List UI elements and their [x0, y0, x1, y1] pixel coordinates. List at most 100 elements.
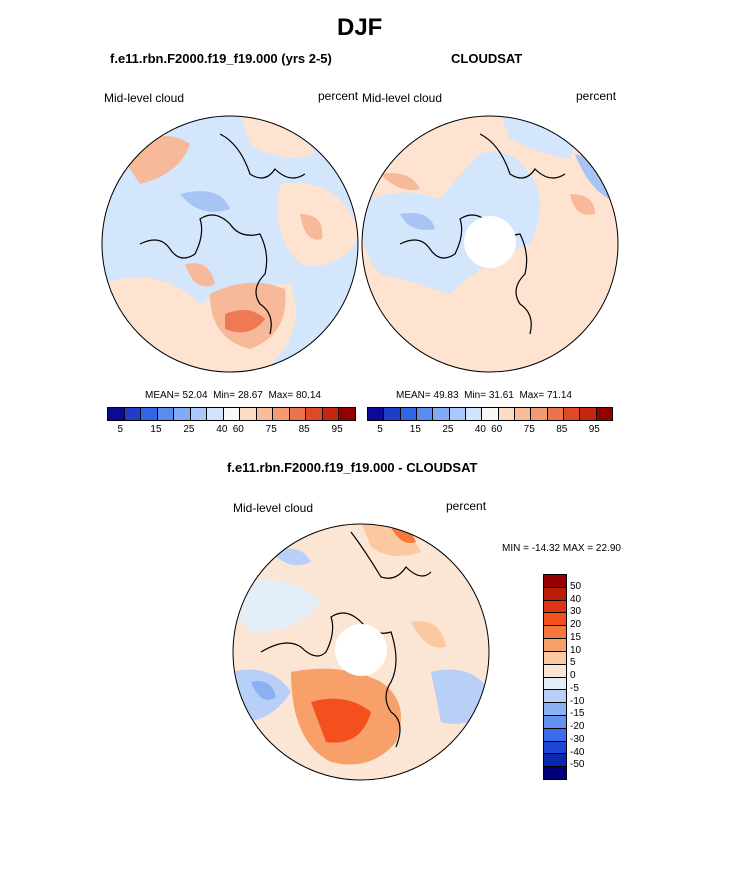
colorbar-swatch [544, 587, 566, 601]
colorbar-tick-label: 40 [570, 593, 582, 605]
colorbar-swatch [273, 408, 290, 420]
cloud-region [233, 579, 321, 632]
colorbar-swatch [531, 408, 548, 420]
cloud-region [251, 681, 276, 700]
colorbar-tick-label: 40 [216, 424, 228, 435]
colorbar-swatch [306, 408, 323, 420]
model-panel-title: f.e11.rbn.F2000.f19_f19.000 (yrs 2-5) [110, 51, 332, 66]
obs-colorbar-ticks: 5 15 25 40 60 75 85 95 [367, 424, 611, 436]
colorbar-tick-label: -20 [570, 721, 585, 732]
colorbar-swatch [368, 408, 385, 420]
colorbar-tick-label: 50 [570, 580, 582, 592]
cloud-region [570, 194, 595, 215]
diff-units-label: percent [446, 499, 487, 513]
colorbar-swatch [141, 408, 158, 420]
colorbar-tick-label: 0 [570, 670, 576, 681]
colorbar-tick-label: 95 [588, 424, 600, 435]
coastline [479, 133, 566, 179]
colorbar-tick-label: 60 [232, 424, 244, 435]
colorbar-swatch [547, 408, 564, 420]
colorbar-swatch [384, 408, 401, 420]
colorbar-swatch [433, 408, 450, 420]
colorbar-swatch [544, 651, 566, 665]
colorbar-tick-label: 15 [150, 424, 162, 435]
colorbar-swatch [544, 767, 566, 779]
colorbar-tick-label: 85 [298, 424, 310, 435]
colorbar-tick-label: 5 [570, 657, 576, 669]
cloud-region [180, 191, 230, 212]
obs-units-label: percent [576, 89, 617, 103]
colorbar-swatch [544, 741, 566, 755]
colorbar-tick-label: 95 [331, 424, 343, 435]
colorbar-tick-label: 25 [183, 424, 195, 435]
colorbar-swatch [544, 600, 566, 614]
diff-polar-map [232, 523, 490, 781]
cloud-region [311, 698, 371, 743]
colorbar-swatch [544, 613, 566, 627]
obs-variable-label: Mid-level cloud [362, 91, 443, 105]
colorbar-swatch [544, 664, 566, 678]
colorbar-swatch [544, 754, 566, 768]
colorbar-swatch [157, 408, 175, 420]
diff-panel-title: f.e11.rbn.F2000.f19_f19.000 - CLOUDSAT [227, 460, 478, 475]
colorbar-tick-label: 75 [265, 424, 277, 435]
colorbar-tick-label: 25 [442, 424, 454, 435]
colorbar-tick-label: -15 [570, 708, 585, 720]
cloud-region [411, 621, 446, 648]
colorbar-swatch [289, 408, 307, 420]
colorbar-swatch [544, 728, 566, 742]
colorbar-tick-label: 5 [117, 424, 124, 435]
colorbar-swatch [465, 408, 483, 420]
colorbar-tick-label: 75 [523, 424, 535, 435]
diff-colorbar [543, 574, 567, 780]
model-stats: MEAN= 52.04 Min= 28.67 Max= 80.14 [145, 390, 321, 401]
colorbar-tick-label: 15 [409, 424, 421, 435]
colorbar-swatch [563, 408, 581, 420]
model-variable-label: Mid-level cloud [104, 91, 185, 105]
colorbar-swatch [544, 690, 566, 704]
colorbar-swatch [339, 408, 355, 420]
colorbar-swatch [449, 408, 466, 420]
colorbar-swatch [596, 408, 612, 420]
colorbar-swatch [124, 408, 142, 420]
model-units-label: percent [318, 89, 359, 103]
coastline [350, 531, 432, 579]
colorbar-tick-label: 40 [474, 424, 486, 435]
cloud-region [185, 263, 215, 287]
colorbar-swatch [108, 408, 125, 420]
obs-stats: MEAN= 49.83 Min= 31.61 Max= 71.14 [396, 390, 572, 401]
cloud-region [300, 214, 323, 240]
colorbar-tick-label: 15 [570, 631, 582, 643]
cloud-region [361, 524, 421, 556]
diff-colorbar-ticks: 50 40 30 20 15 10 5 0 -5 -10 -15 -20 -30 -40 -50 [570, 574, 610, 778]
colorbar-tick-label: -50 [570, 759, 585, 771]
model-polar-map [101, 115, 359, 373]
colorbar-swatch [544, 677, 566, 691]
cloud-region [400, 213, 435, 230]
model-colorbar [107, 407, 356, 421]
colorbar-tick-label: -30 [570, 733, 585, 745]
coastline [260, 612, 401, 748]
colorbar-swatch [400, 408, 417, 420]
model-colorbar-ticks: 5 15 25 40 60 75 85 95 [107, 424, 354, 436]
cloud-region [380, 173, 420, 190]
cloud-region [271, 548, 311, 566]
cloud-region [391, 527, 416, 543]
colorbar-swatch [482, 408, 499, 420]
colorbar-swatch [174, 408, 191, 420]
colorbar-swatch [190, 408, 208, 420]
colorbar-tick-label: 5 [377, 424, 383, 435]
pole-hole [464, 216, 516, 268]
obs-colorbar [367, 407, 613, 421]
colorbar-swatch [416, 408, 434, 420]
colorbar-tick-label: -40 [570, 746, 585, 758]
colorbar-swatch [544, 715, 566, 729]
colorbar-swatch [322, 408, 340, 420]
diff-minmax: MIN = -14.32 MAX = 22.90 [502, 543, 621, 554]
colorbar-swatch [207, 408, 224, 420]
colorbar-tick-label: 85 [556, 424, 568, 435]
colorbar-tick-label: 10 [570, 644, 582, 656]
colorbar-swatch [544, 703, 566, 716]
season-title: DJF [337, 14, 383, 41]
diff-variable-label: Mid-level cloud [233, 501, 314, 515]
